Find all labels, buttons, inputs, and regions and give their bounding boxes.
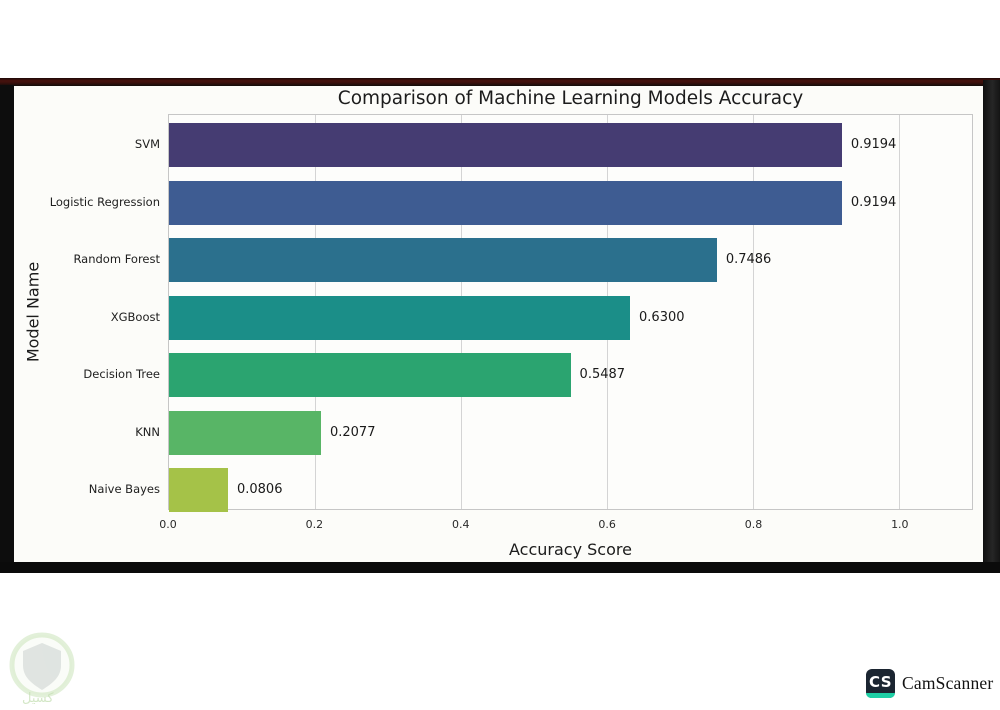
x-tick-label-0.0: 0.0 bbox=[159, 518, 177, 531]
bar-naive-bayes bbox=[169, 468, 228, 512]
value-label-decision-tree: 0.5487 bbox=[579, 367, 626, 382]
bar-decision-tree bbox=[169, 353, 571, 397]
category-label-random-forest: Random Forest bbox=[73, 252, 160, 266]
gridline-0.8 bbox=[753, 115, 754, 509]
value-label-svm: 0.9194 bbox=[850, 137, 897, 152]
bar-logistic-regression bbox=[169, 180, 842, 225]
category-label-svm: SVM bbox=[134, 137, 160, 151]
value-label-knn: 0.2077 bbox=[329, 424, 376, 440]
category-label-decision-tree: Decision Tree bbox=[83, 367, 160, 381]
y-axis-label: Model Name bbox=[23, 261, 43, 363]
bar-random-forest bbox=[169, 238, 717, 282]
gridline-1.0 bbox=[899, 115, 900, 509]
value-label-random-forest: 0.7486 bbox=[725, 252, 772, 267]
x-tick-label-1.0: 1.0 bbox=[891, 518, 909, 531]
category-label-knn: KNN bbox=[135, 424, 160, 439]
category-label-naive-bayes: Naive Bayes bbox=[88, 482, 160, 496]
shield-icon: كسيل bbox=[9, 632, 75, 706]
value-label-xgboost: 0.6300 bbox=[639, 309, 685, 325]
scan-border-bottom bbox=[0, 562, 1000, 573]
x-tick-label-0.4: 0.4 bbox=[451, 518, 470, 531]
value-label-naive-bayes: 0.0806 bbox=[236, 482, 283, 497]
bar-knn bbox=[169, 410, 321, 455]
camscanner-label: CamScanner bbox=[902, 673, 994, 693]
category-label-xgboost: XGBoost bbox=[110, 309, 160, 324]
bar-xgboost bbox=[169, 295, 631, 340]
watermark-arabic-text: كسيل bbox=[22, 691, 54, 706]
watermark-logo: كسيل bbox=[2, 628, 86, 706]
category-label-logistic-regression: Logistic Regression bbox=[49, 194, 160, 209]
bar-svm bbox=[169, 123, 842, 167]
value-label-logistic-regression: 0.9194 bbox=[850, 194, 897, 210]
x-tick-label-0.2: 0.2 bbox=[305, 518, 324, 531]
camscanner-logo: CS CamScanner bbox=[866, 669, 993, 698]
x-tick-label-0.6: 0.6 bbox=[598, 518, 616, 531]
chart-title: Comparison of Machine Learning Models Ac… bbox=[337, 88, 804, 109]
camscanner-badge-letters: CS bbox=[868, 673, 893, 691]
scan-border-right bbox=[983, 80, 1000, 563]
x-tick-label-0.8: 0.8 bbox=[744, 518, 763, 531]
scan-border-left bbox=[0, 85, 14, 563]
scan-border-top bbox=[0, 78, 1000, 86]
camscanner-icon: CS bbox=[866, 669, 895, 698]
camscanner-badge-accent bbox=[866, 693, 895, 698]
x-axis-label: Accuracy Score bbox=[509, 540, 632, 559]
plot-area: 0.9194 0.9194 0.7486 0.6300 0.5487 0.2077 0.08… bbox=[168, 114, 973, 512]
